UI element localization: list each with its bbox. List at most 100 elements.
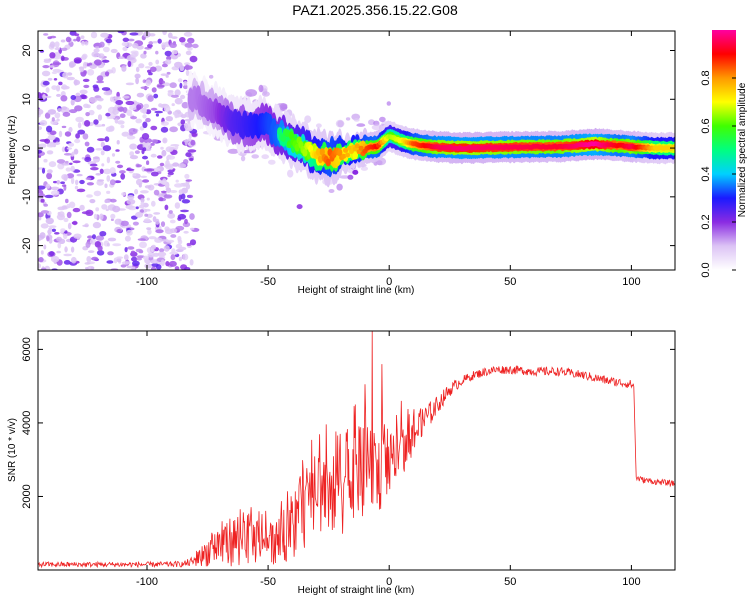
noise-speckle [101,204,108,210]
noise-speckle [120,220,129,227]
noise-speckle [52,68,62,73]
noise-speckle [154,65,162,72]
noise-speckle [160,259,165,267]
noise-speckle [186,242,192,247]
noise-speckle [161,63,168,68]
noise-speckle [171,36,178,39]
noise-speckle [125,100,135,106]
noise-speckle [86,182,94,186]
noise-speckle [63,253,72,257]
figure-title: PAZ1.2025.356.15.22.G08 [292,2,458,18]
noise-speckle [66,211,72,219]
snr-y-tick-label: 2000 [21,484,33,508]
ridge-mark [344,152,351,158]
noise-speckle [57,242,62,249]
noise-speckle [150,66,157,73]
noise-speckle [105,126,113,132]
colorbar-tick-label: 0.6 [700,118,712,133]
noise-speckle [184,173,190,179]
noise-speckle [66,76,76,81]
noise-speckle [48,225,57,229]
noise-speckle [167,212,176,219]
noise-speckle [101,163,105,167]
noise-speckle [135,248,143,253]
noise-speckle [134,73,141,79]
noise-speckle [183,84,188,90]
noise-speckle [126,109,133,116]
noise-speckle [121,42,128,47]
snr-x-tick-label: 100 [622,576,640,588]
noise-speckle [50,255,60,263]
noise-speckle [141,133,150,140]
noise-speckle [51,117,55,122]
spectrogram-x-tick-label: -100 [136,276,158,288]
noise-speckle [106,156,111,164]
ridge-mark [337,148,343,157]
noise-speckle [122,95,130,99]
noise-speckle [74,59,82,64]
noise-speckle [187,47,193,51]
noise-speckle [132,173,137,177]
spectrogram-x-tick-label: 0 [386,276,392,288]
noise-speckle [102,168,112,175]
noise-speckle [167,174,171,178]
noise-speckle [187,122,192,130]
noise-speckle [126,57,135,60]
noise-speckle [81,40,85,46]
noise-speckle [65,36,72,43]
snr-line [38,331,675,569]
noise-speckle [125,82,135,86]
noise-speckle [177,213,187,220]
noise-speckle [61,162,70,166]
noise-speckle [170,254,176,261]
noise-speckle [84,262,91,265]
noise-speckle [187,149,197,153]
halo-speckle [261,154,270,160]
noise-speckle [42,94,46,100]
noise-speckle [189,259,194,266]
noise-speckle [180,94,186,100]
noise-speckle [94,46,100,49]
noise-speckle [140,86,150,90]
colorbar-tick-label: 0.2 [700,214,712,229]
noise-speckle [155,59,160,65]
noise-speckle [162,80,165,84]
noise-speckle [155,264,162,270]
noise-speckle [71,151,75,157]
noise-speckle [116,164,124,169]
noise-speckle [177,163,187,169]
noise-speckle [104,199,111,203]
halo-speckle [353,118,360,122]
noise-speckle [85,267,89,270]
noise-speckle [177,235,182,242]
noise-speckle [49,41,56,48]
noise-speckle [54,112,61,119]
spectrogram-y-tick-label: 10 [21,93,33,105]
noise-speckle [48,161,57,168]
noise-speckle [183,122,189,130]
noise-speckle [174,89,181,96]
noise-speckle [144,185,152,189]
noise-speckle [131,52,138,58]
noise-speckle [56,118,60,122]
noise-speckle [72,160,81,164]
noise-speckle [168,210,173,214]
noise-speckle [116,256,124,260]
noise-speckle [181,101,189,109]
noise-speckle [150,125,158,131]
noise-speckle [191,43,199,49]
noise-speckle [38,108,44,115]
noise-speckle [69,109,78,114]
noise-speckle [41,167,46,174]
noise-speckle [136,104,142,111]
ridge-mark [672,145,675,150]
spectrogram-y-tick-label: -20 [21,238,33,254]
noise-speckle [180,209,189,213]
noise-speckle [116,257,122,263]
noise-speckle [102,59,110,63]
noise-speckle [175,179,179,183]
snr-frame [37,330,676,571]
noise-speckle [38,185,46,190]
noise-speckle [150,266,157,270]
